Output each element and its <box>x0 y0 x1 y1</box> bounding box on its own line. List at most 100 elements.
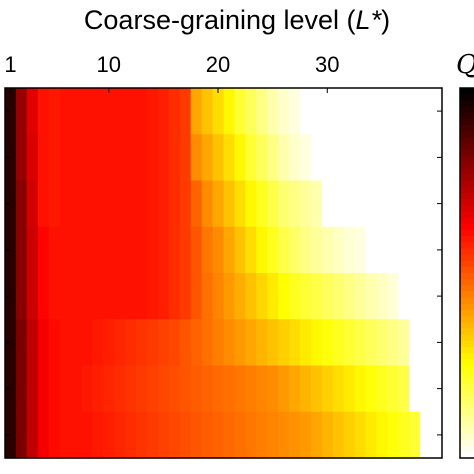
heatmap-cell <box>125 319 137 367</box>
heatmap-cell <box>168 88 181 135</box>
heatmap-cell <box>420 273 432 320</box>
heatmap-cell <box>376 226 388 274</box>
heatmap-cell <box>398 411 410 459</box>
heatmap-cell <box>409 226 421 274</box>
heatmap-cell <box>37 411 50 459</box>
heatmap-cell <box>125 273 137 320</box>
heatmap-cell <box>103 319 115 367</box>
colorbar-segment <box>460 402 474 410</box>
heatmap-cell <box>59 411 72 459</box>
heatmap-cell <box>59 365 72 413</box>
heatmap-cell <box>59 134 72 182</box>
heatmap-cell <box>70 411 83 459</box>
heatmap-cell <box>147 365 159 413</box>
colorbar-segment <box>460 100 474 108</box>
colorbar-segment <box>460 88 474 95</box>
heatmap-cell <box>387 88 399 135</box>
heatmap-cell <box>354 411 367 459</box>
heatmap-cell <box>114 134 126 182</box>
heatmap-cell <box>234 273 246 320</box>
heatmap-cell <box>5 273 17 320</box>
heatmap-cell <box>278 134 290 182</box>
heatmap-cell <box>92 319 104 367</box>
heatmap-cell <box>147 180 159 228</box>
colorbar-segment <box>460 162 474 169</box>
heatmap-cell <box>15 88 28 135</box>
heatmap-cell <box>431 88 443 135</box>
heatmap-cell <box>256 273 268 320</box>
heatmap-cell <box>103 365 115 413</box>
colorbar-segment <box>460 125 474 132</box>
heatmap-cell <box>70 273 83 320</box>
heatmap-cell <box>398 88 410 135</box>
heatmap-cell <box>5 180 17 228</box>
heatmap-cell <box>179 180 192 228</box>
heatmap-cell <box>245 226 257 274</box>
heatmap-cell <box>387 319 399 367</box>
x-tick-label: 1 <box>4 52 16 77</box>
heatmap-cell <box>332 88 345 135</box>
colorbar-segment <box>460 408 474 416</box>
heatmap-cell <box>114 411 126 459</box>
heatmap-cell <box>310 319 323 367</box>
heatmap-cell <box>15 180 28 228</box>
heatmap-cell <box>256 134 268 182</box>
heatmap-cell <box>343 273 356 320</box>
heatmap-cell <box>15 319 28 367</box>
heatmap-cell <box>125 180 137 228</box>
heatmap-cell <box>310 134 323 182</box>
heatmap-cell <box>223 365 236 413</box>
heatmap-cell <box>256 180 268 228</box>
heatmap-cell <box>354 319 367 367</box>
heatmap-cell <box>125 226 137 274</box>
chart-title: Coarse-graining level (L*) <box>84 5 390 35</box>
heatmap-cell <box>157 273 170 320</box>
heatmap-cell <box>343 411 356 459</box>
heatmap-cell <box>321 180 334 228</box>
heatmap-cell <box>81 88 94 135</box>
colorbar-segment <box>460 229 474 237</box>
heatmap-cell <box>136 226 148 274</box>
colorbar-segment <box>460 433 474 441</box>
heatmap-cell <box>168 273 181 320</box>
heatmap-cell <box>431 319 443 367</box>
heatmap-cell <box>354 88 367 135</box>
heatmap-cell <box>234 411 246 459</box>
heatmap-cell <box>201 226 214 274</box>
heatmap-cell <box>168 134 181 182</box>
heatmap-cell <box>70 134 83 182</box>
heatmap-cell <box>431 365 443 413</box>
heatmap-cell <box>420 365 432 413</box>
heatmap-cell <box>125 411 137 459</box>
heatmap-cell <box>310 273 323 320</box>
heatmap-cell <box>376 180 388 228</box>
heatmap-cell <box>125 88 137 135</box>
heatmap-cell <box>190 134 203 182</box>
heatmap-cell <box>136 411 148 459</box>
heatmap-cell <box>59 180 72 228</box>
heatmap-cell <box>37 365 50 413</box>
heatmap-cell <box>26 365 39 413</box>
heatmap-cell <box>365 226 378 274</box>
heatmap-cell <box>354 273 367 320</box>
heatmap-cell <box>201 134 214 182</box>
heatmap-cell <box>387 226 399 274</box>
heatmap-cell <box>147 273 159 320</box>
colorbar-segment <box>460 192 474 200</box>
heatmap-cell <box>365 88 378 135</box>
heatmap-cell <box>26 411 39 459</box>
heatmap-cell <box>332 134 345 182</box>
heatmap-cell <box>223 319 236 367</box>
heatmap-cell <box>310 180 323 228</box>
heatmap-cell <box>343 88 356 135</box>
heatmap-cell <box>26 134 39 182</box>
heatmap-cell <box>299 88 312 135</box>
heatmap-cell <box>201 88 214 135</box>
heatmap-cell <box>387 273 399 320</box>
heatmap-cell <box>190 88 203 135</box>
axis-tick-marks <box>5 88 442 436</box>
heatmap-cell <box>376 88 388 135</box>
heatmap-cell <box>92 365 104 413</box>
heatmap-cell <box>5 88 17 135</box>
heatmap-cell <box>223 134 236 182</box>
